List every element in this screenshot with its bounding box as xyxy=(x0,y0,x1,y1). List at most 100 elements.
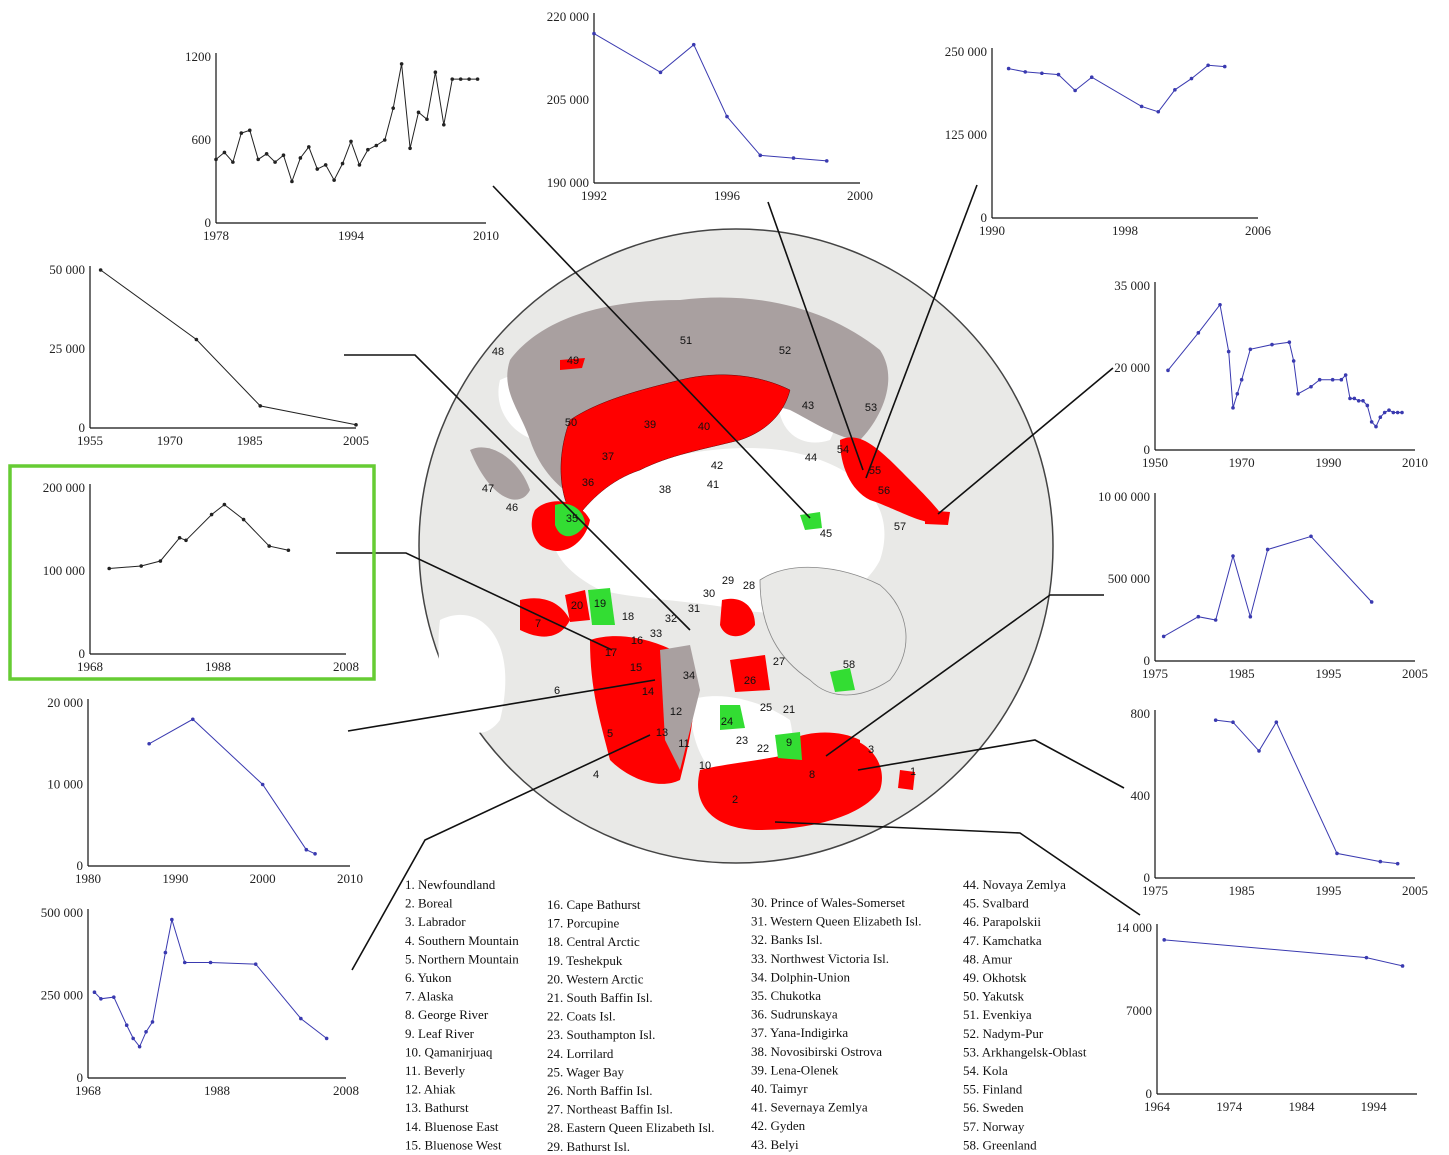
x-tick-label: 1970 xyxy=(157,433,183,448)
legend-entry: 17. Porcupine xyxy=(547,916,619,931)
connector-line xyxy=(767,201,864,471)
x-tick-label: 1992 xyxy=(581,188,607,203)
data-point xyxy=(1213,618,1218,622)
legend-entry: 16. Cape Bathurst xyxy=(547,897,641,912)
legend-entry: 12. Ahiak xyxy=(405,1082,456,1097)
legend-entry: 38. Novosibirski Ostrova xyxy=(751,1044,882,1059)
series-line xyxy=(1215,719,1398,865)
data-point xyxy=(137,1044,142,1049)
data-point xyxy=(349,139,353,144)
map-label: 31 xyxy=(688,603,700,615)
data-point xyxy=(112,995,116,999)
data-point xyxy=(150,1020,155,1024)
y-tick-label: 0 xyxy=(79,420,86,435)
data-point xyxy=(273,160,277,164)
legend-entry: 56. Sweden xyxy=(963,1100,1024,1115)
y-tick-label: 250 000 xyxy=(945,44,987,59)
connector-line xyxy=(351,734,651,971)
map-label: 33 xyxy=(650,628,662,640)
data-point xyxy=(214,157,218,162)
y-tick-label: 0 xyxy=(1146,1086,1153,1101)
legend-entry: 41. Severnaya Zemlya xyxy=(751,1100,868,1115)
range-24-lorrilard xyxy=(720,705,745,730)
x-tick-label: 1980 xyxy=(75,871,101,886)
data-point xyxy=(1173,88,1177,92)
data-point xyxy=(182,960,187,965)
series-line xyxy=(593,33,827,162)
map-label: 53 xyxy=(865,402,877,414)
map-label: 28 xyxy=(743,580,755,592)
data-point xyxy=(425,117,429,122)
data-point xyxy=(1206,63,1210,68)
chart-c6: 0 10 000 20 000 1980 1990 2000 2010 xyxy=(47,695,363,886)
data-point xyxy=(1309,534,1313,539)
data-point xyxy=(450,77,455,81)
data-point xyxy=(147,741,151,746)
x-tick-label: 2008 xyxy=(333,1083,359,1098)
chart-c5: 0 100 000 200 000 1968 1988 2008 xyxy=(43,480,359,674)
legend-entry: 13. Bathurst xyxy=(405,1100,469,1115)
data-point xyxy=(1343,373,1348,377)
map-label: 7 xyxy=(535,618,541,630)
data-point xyxy=(433,70,438,75)
legend-entry: 29. Bathurst Isl. xyxy=(547,1139,630,1154)
y-tick-label: 0 xyxy=(77,1070,84,1085)
data-point xyxy=(1231,720,1235,724)
connector-line xyxy=(825,594,1104,757)
data-point xyxy=(281,153,286,158)
data-point xyxy=(1291,359,1296,363)
map-label: 50 xyxy=(565,417,577,429)
connector-line xyxy=(347,679,656,732)
legend-entry: 47. Kamchatka xyxy=(963,933,1042,948)
data-point xyxy=(247,128,252,133)
data-point xyxy=(299,1016,303,1021)
x-tick-label: 1968 xyxy=(77,659,103,674)
map-label: 37 xyxy=(602,451,614,463)
x-tick-label: 2000 xyxy=(250,871,276,886)
series-line xyxy=(94,919,327,1048)
legend-entry: 55. Finland xyxy=(963,1082,1023,1097)
map-label: 52 xyxy=(779,345,791,357)
data-point xyxy=(191,717,195,722)
data-point xyxy=(304,847,309,852)
data-point xyxy=(366,147,370,152)
legend-entry: 36. Sudrunskaya xyxy=(751,1007,838,1022)
data-point xyxy=(416,110,421,115)
data-point xyxy=(315,167,320,171)
legend-entry: 31. Western Queen Elizabeth Isl. xyxy=(751,914,922,929)
range-1-newfoundland xyxy=(898,770,915,790)
x-tick-label: 1988 xyxy=(204,1083,230,1098)
y-tick-label: 50 000 xyxy=(49,262,85,277)
y-tick-label: 190 000 xyxy=(547,175,589,190)
data-point xyxy=(177,536,182,540)
y-tick-label: 14 000 xyxy=(1116,920,1152,935)
highlight-box xyxy=(8,464,376,681)
map-label: 24 xyxy=(721,716,733,728)
legend-entry: 30. Prince of Wales-Somerset xyxy=(751,895,905,910)
data-point xyxy=(1248,347,1253,352)
x-tick-label: 1975 xyxy=(1142,883,1168,898)
map-label: 49 xyxy=(567,355,579,367)
legend-entry: 48. Amur xyxy=(963,951,1013,966)
data-point xyxy=(1231,554,1235,558)
data-point xyxy=(99,997,103,1001)
data-point xyxy=(354,423,358,427)
x-tick-label: 1985 xyxy=(237,433,263,448)
x-tick-label: 2006 xyxy=(1245,223,1272,238)
chart-c7: 0 250 000 500 000 1968 1988 2008 xyxy=(41,905,359,1098)
data-point xyxy=(92,990,97,994)
legend-entry: 42. Gyden xyxy=(751,1118,806,1133)
data-point xyxy=(1196,331,1201,335)
data-point xyxy=(241,517,246,522)
data-point xyxy=(1317,377,1322,382)
data-point xyxy=(1339,377,1344,382)
y-tick-label: 25 000 xyxy=(49,341,85,356)
y-tick-label: 0 xyxy=(79,646,86,661)
x-tick-label: 2005 xyxy=(343,433,369,448)
data-point xyxy=(239,131,244,135)
range-45-svalbard xyxy=(800,512,822,530)
y-tick-label: 35 000 xyxy=(1114,278,1150,293)
x-tick-label: 1984 xyxy=(1288,1099,1315,1114)
map-label: 48 xyxy=(492,346,504,358)
